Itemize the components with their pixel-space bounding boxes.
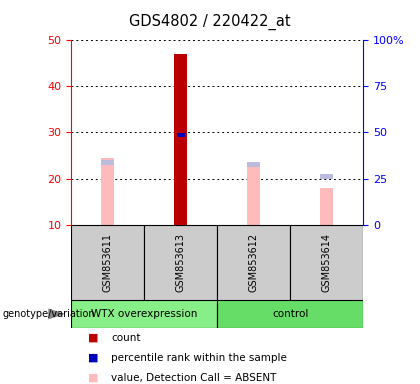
- Bar: [174, 137, 187, 225]
- Text: GSM853611: GSM853611: [103, 233, 113, 291]
- Polygon shape: [48, 308, 65, 319]
- Bar: [177, 133, 184, 137]
- Bar: [71, 225, 144, 300]
- Bar: [320, 174, 333, 179]
- Bar: [290, 225, 363, 300]
- Text: GSM853612: GSM853612: [249, 233, 259, 291]
- Bar: [101, 160, 115, 165]
- Text: percentile rank within the sample: percentile rank within the sample: [111, 353, 287, 363]
- Text: ■: ■: [88, 373, 99, 383]
- Text: GSM853613: GSM853613: [176, 233, 186, 291]
- Text: GDS4802 / 220422_at: GDS4802 / 220422_at: [129, 13, 291, 30]
- Bar: [71, 300, 218, 328]
- Text: value, Detection Call = ABSENT: value, Detection Call = ABSENT: [111, 373, 277, 383]
- Text: control: control: [272, 309, 309, 319]
- Bar: [218, 225, 290, 300]
- Bar: [218, 300, 363, 328]
- Text: count: count: [111, 333, 141, 343]
- Bar: [101, 158, 115, 225]
- Text: WTX overexpression: WTX overexpression: [91, 309, 197, 319]
- Text: GSM853614: GSM853614: [322, 233, 332, 291]
- Bar: [144, 225, 218, 300]
- Text: genotype/variation: genotype/variation: [2, 309, 95, 319]
- Bar: [247, 162, 260, 167]
- Bar: [247, 165, 260, 225]
- Bar: [320, 188, 333, 225]
- Text: ■: ■: [88, 333, 99, 343]
- Bar: [174, 54, 187, 225]
- Text: ■: ■: [88, 353, 99, 363]
